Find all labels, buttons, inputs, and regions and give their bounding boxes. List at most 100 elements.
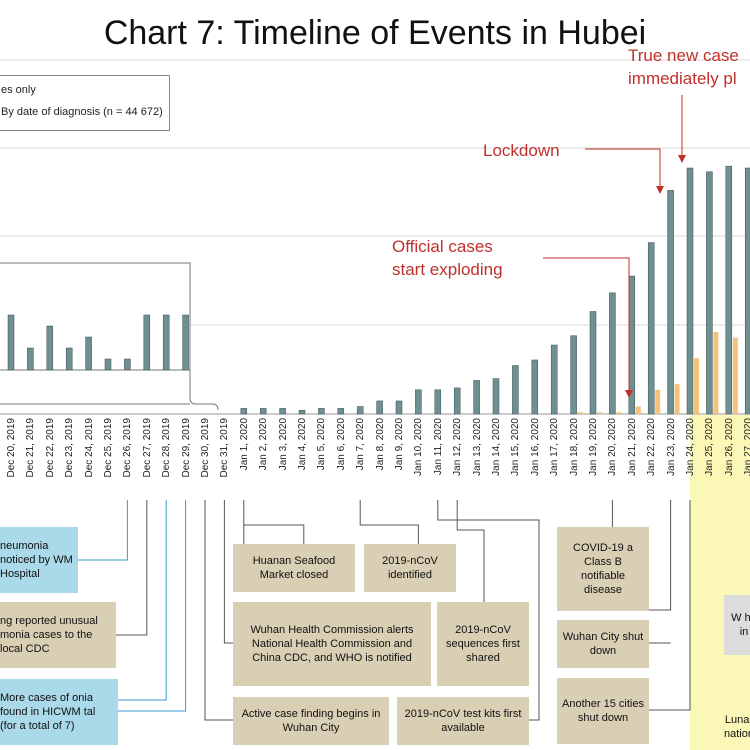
arrow-official-cases	[543, 257, 630, 390]
inset-bar-3	[65, 347, 73, 371]
event-class-b: COVID-19 a Class B notifiable disease	[557, 527, 649, 611]
x-tick-label: Jan 26, 2020	[723, 418, 735, 476]
connector-e8	[204, 500, 233, 721]
bar-orange-37	[732, 337, 738, 414]
x-tick-label: Jan 27, 2020	[743, 418, 750, 476]
bar-diagnosis-35	[686, 167, 694, 415]
bar-orange-30	[597, 412, 602, 414]
bar-orange-31	[616, 412, 622, 414]
inset-bar-7	[143, 314, 151, 371]
bar-diagnosis-14	[279, 408, 286, 415]
x-tick-label: Dec 28, 2019	[161, 418, 173, 478]
event-15-cities: Another 15 cities shut down	[557, 678, 649, 744]
x-tick-label: Jan 2, 2020	[258, 418, 270, 471]
x-tick-label: Jan 22, 2020	[646, 418, 658, 476]
connector-e10b	[649, 500, 672, 611]
connector-e5	[359, 500, 419, 544]
annotation-lockdown: Lockdown	[483, 141, 560, 160]
connector-e2	[116, 500, 148, 636]
x-tick-label: Dec 23, 2019	[64, 418, 76, 478]
bar-diagnosis-15	[298, 410, 306, 415]
x-tick-label: Jan 5, 2020	[316, 418, 328, 471]
bar-diagnosis-37	[725, 165, 733, 415]
inset-bar-8	[162, 314, 170, 371]
bar-diagnosis-38	[744, 167, 750, 415]
x-tick-label: Dec 30, 2019	[200, 418, 211, 478]
annotation-official-cases-line1: Official cases	[392, 237, 493, 256]
connector-e12	[649, 500, 691, 711]
connector-e9	[437, 500, 540, 721]
x-tick-label: Dec 26, 2019	[122, 418, 134, 478]
inset-bar-9	[182, 314, 189, 371]
bar-orange-33	[655, 389, 661, 414]
x-tick-label: Jan 21, 2020	[626, 418, 638, 476]
annotation-official-cases: Official cases start exploding	[392, 235, 503, 281]
bar-diagnosis-16	[318, 408, 325, 415]
inset-bar-1	[27, 347, 34, 371]
event-sequences-shared: 2019-nCoV sequences first shared	[437, 602, 529, 686]
event-case-finding: Active case finding begins in Wuhan City	[233, 697, 389, 745]
connector-e6	[223, 500, 233, 644]
bar-diagnosis-23	[453, 387, 461, 415]
x-tick-label: Jan 25, 2020	[704, 418, 716, 476]
x-tick-label: Jan 7, 2020	[355, 418, 367, 471]
x-tick-label: Dec 22, 2019	[44, 418, 56, 478]
bar-diagnosis-22	[434, 389, 442, 415]
bars	[240, 165, 750, 415]
bar-diagnosis-19	[376, 400, 383, 415]
inset-bar-6	[124, 358, 131, 371]
x-tick-label: Dec 25, 2019	[103, 418, 114, 478]
x-tick-label: Jan 23, 2020	[665, 418, 677, 476]
bar-diagnosis-25	[492, 378, 500, 415]
inset-bar-0	[7, 314, 15, 371]
connector-e7	[456, 500, 485, 602]
event-test-kits: 2019-nCoV test kits first available	[397, 697, 529, 745]
event-wuhan-shutdown: Wuhan City shut down	[557, 620, 649, 668]
x-tick-label: Jan 11, 2020	[432, 418, 444, 476]
annotation-true-new-cases-line1: True new case	[628, 46, 739, 65]
x-tick-label: Jan 4, 2020	[297, 418, 308, 471]
bar-diagnosis-24	[473, 380, 480, 415]
bar-diagnosis-27	[531, 359, 539, 415]
x-tick-label: Jan 9, 2020	[394, 418, 405, 471]
x-tick-label: Dec 20, 2019	[6, 418, 17, 478]
event-lunar-new-year: Lunar nation	[724, 714, 750, 740]
x-tick-label: Jan 8, 2020	[374, 418, 386, 471]
inset-bar-2	[46, 325, 54, 371]
bar-diagnosis-20	[395, 400, 403, 415]
event-connectors	[78, 500, 691, 721]
inset-bracket	[189, 370, 219, 411]
arrow-official-cases-head	[625, 390, 633, 398]
x-tick-label: Jan 13, 2020	[471, 418, 483, 476]
bar-diagnosis-17	[337, 408, 345, 415]
x-tick-label: Jan 18, 2020	[568, 418, 580, 476]
bar-diagnosis-12	[240, 408, 248, 415]
bar-diagnosis-34	[667, 190, 674, 415]
bar-orange-35	[694, 358, 699, 414]
connector-e4	[243, 524, 305, 544]
legend: es only By date of diagnosis (n = 44 672…	[0, 75, 170, 131]
event-pneumonia-noticed: neumonia noticed by WM Hospital	[0, 527, 78, 593]
connector-e3b	[118, 500, 167, 701]
x-tick-label: Jan 10, 2020	[413, 418, 425, 476]
bar-diagnosis-18	[356, 406, 364, 415]
x-tick-label: Dec 24, 2019	[83, 418, 95, 478]
event-reported-local-cdc: ng reported unusual monia cases to the l…	[0, 602, 116, 668]
inset-bar-5	[104, 358, 112, 371]
legend-item-1: es only	[1, 84, 36, 96]
annotation-true-new-cases: True new case immediately pl	[628, 44, 739, 90]
bar-orange-29	[577, 412, 583, 414]
x-tick-label: Dec 29, 2019	[180, 418, 192, 478]
connector-e3	[118, 500, 187, 712]
bar-diagnosis-31	[609, 292, 616, 415]
bar-diagnosis-36	[706, 171, 713, 415]
event-more-cases: More cases of onia found in HICWM tal (f…	[0, 679, 118, 745]
bar-diagnosis-28	[550, 344, 558, 415]
bar-orange-36	[713, 332, 719, 414]
bar-diagnosis-21	[415, 389, 422, 415]
bar-diagnosis-30	[589, 311, 597, 415]
holiday-period-highlight	[690, 415, 750, 750]
event-ncov-identified: 2019-nCoV identified	[364, 544, 456, 592]
x-tick-label: Dec 31, 2019	[219, 418, 231, 478]
